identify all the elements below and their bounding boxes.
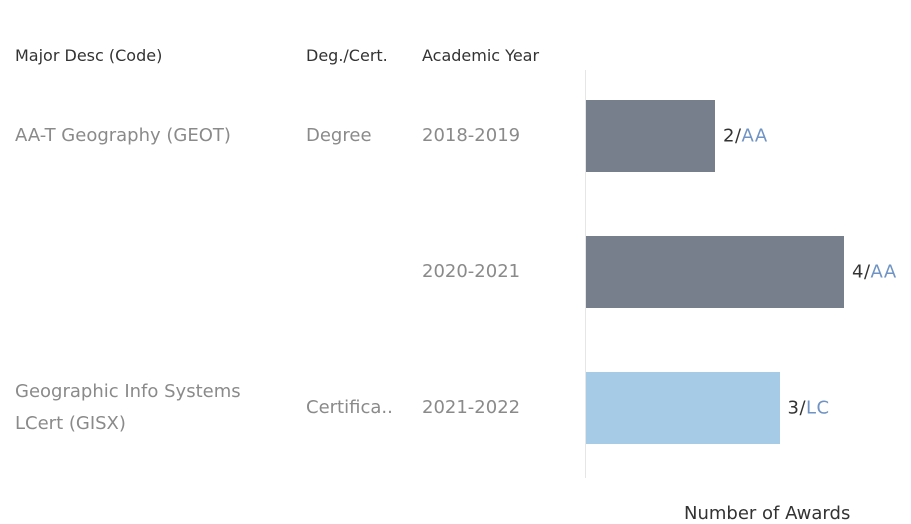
award-type: LC (806, 397, 830, 419)
separator: / (734, 125, 742, 147)
separator: / (863, 261, 871, 283)
academic-year: 2018-2019 (422, 125, 521, 146)
bar (586, 372, 780, 444)
academic-year: 2020-2021 (422, 261, 521, 282)
academic-year: 2021-2022 (422, 397, 521, 418)
value-label: 4 (852, 261, 864, 283)
column-header: Deg./Cert. (306, 46, 388, 65)
award-type: AA (741, 125, 768, 147)
data-label: 4/AA (852, 262, 897, 283)
major: Geographic Info Systems LCert (GISX) (15, 381, 241, 434)
column-header: Academic Year (422, 46, 540, 65)
major: AA-T Geography (GEOT) (15, 125, 231, 146)
degree: Degree (306, 125, 372, 146)
separator: / (799, 397, 807, 419)
bar (586, 100, 715, 172)
axis-line (585, 70, 586, 478)
bar (586, 236, 844, 308)
award-type: AA (870, 261, 897, 283)
data-label: 3/LC (788, 398, 830, 419)
value-label: 3 (787, 397, 800, 419)
column-header: Major Desc (Code) (15, 46, 163, 65)
value-label: 2 (723, 125, 735, 147)
degree: Certifica.. (306, 397, 393, 418)
data-label: 2/AA (723, 126, 768, 147)
x-axis-label: Number of Awards (684, 503, 851, 524)
